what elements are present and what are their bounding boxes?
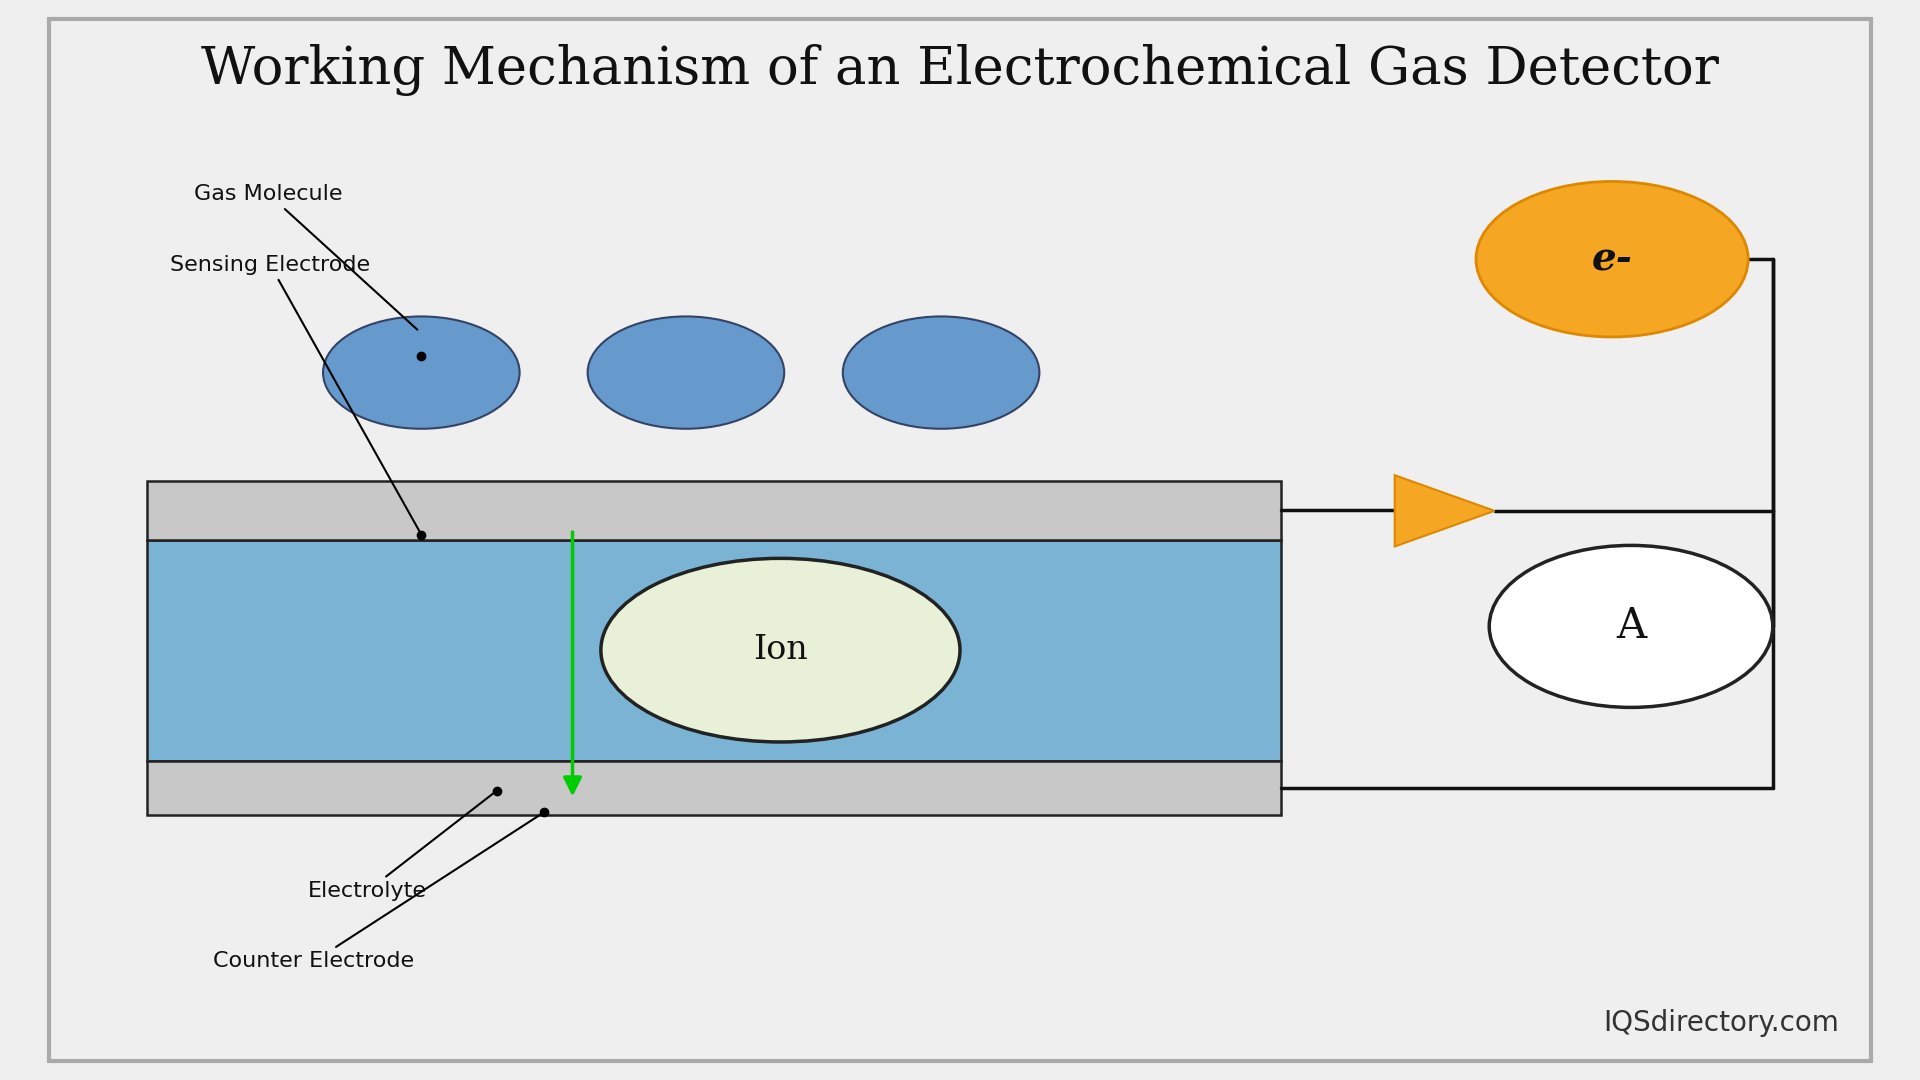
Text: Counter Electrode: Counter Electrode xyxy=(213,813,541,971)
Text: Ion: Ion xyxy=(753,634,808,666)
Text: Sensing Electrode: Sensing Electrode xyxy=(171,255,420,532)
Text: e-: e- xyxy=(1592,240,1632,279)
Circle shape xyxy=(588,316,783,429)
Circle shape xyxy=(323,316,520,429)
Text: IQSdirectory.com: IQSdirectory.com xyxy=(1603,1009,1839,1037)
Polygon shape xyxy=(1394,475,1494,546)
Text: Gas Molecule: Gas Molecule xyxy=(194,185,417,329)
Bar xyxy=(148,540,1281,761)
Text: Electrolyte: Electrolyte xyxy=(307,793,495,901)
Ellipse shape xyxy=(601,558,960,742)
Circle shape xyxy=(843,316,1039,429)
Circle shape xyxy=(1476,181,1749,337)
Circle shape xyxy=(1490,545,1772,707)
Text: Working Mechanism of an Electrochemical Gas Detector: Working Mechanism of an Electrochemical … xyxy=(202,44,1718,96)
Bar xyxy=(148,481,1281,540)
Bar xyxy=(148,761,1281,815)
Text: A: A xyxy=(1617,606,1645,647)
